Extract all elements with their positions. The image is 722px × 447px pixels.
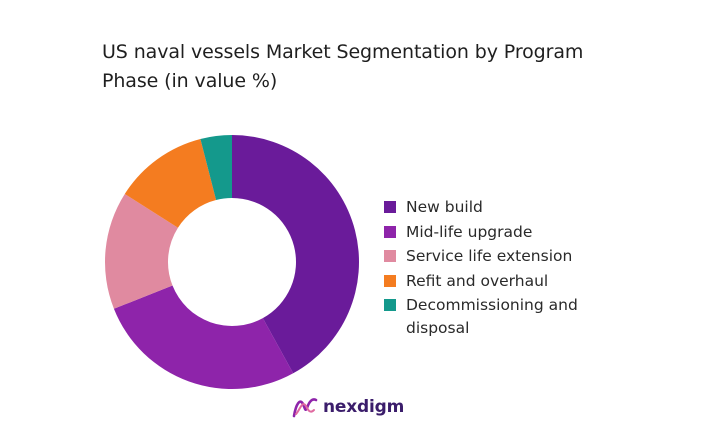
legend-label: Mid-life upgrade [406, 222, 533, 241]
legend-label: New build [406, 198, 483, 216]
legend-label: Refit and overhaul [406, 271, 549, 290]
legend-swatch [384, 225, 396, 238]
chart-title: US naval vessels Market Segmentation by … [102, 41, 584, 92]
legend-item: Refit and overhaul [384, 270, 644, 293]
nexdigm-logo: nexdigm [292, 396, 404, 418]
legend-item: Service life extension [384, 245, 644, 268]
donut-slice-refit-and-overhaul [124, 138, 217, 228]
legend-label: Service life extension [406, 247, 573, 265]
legend-swatch [384, 274, 396, 287]
donut-slice-new-build [232, 135, 360, 374]
legend-item: Mid-life upgrade [384, 221, 644, 244]
donut-slice-service-life-extension [104, 193, 178, 309]
nexdigm-logo-icon [292, 398, 318, 418]
legend-item: New build [384, 196, 644, 219]
legend-swatch [384, 201, 396, 213]
donut-slice-decommissioning-and-disposal [200, 135, 232, 201]
legend-item: Decommissioning and disposal [384, 294, 644, 339]
legend-swatch [384, 299, 396, 311]
donut-slice-mid-life-upgrade [113, 285, 294, 389]
legend-label: Decommissioning and disposal [406, 296, 578, 337]
legend-swatch [384, 250, 396, 262]
chart-legend: New build Mid-life upgrade Service life ex… [384, 196, 644, 341]
logo-text: nexdigm [323, 397, 405, 417]
